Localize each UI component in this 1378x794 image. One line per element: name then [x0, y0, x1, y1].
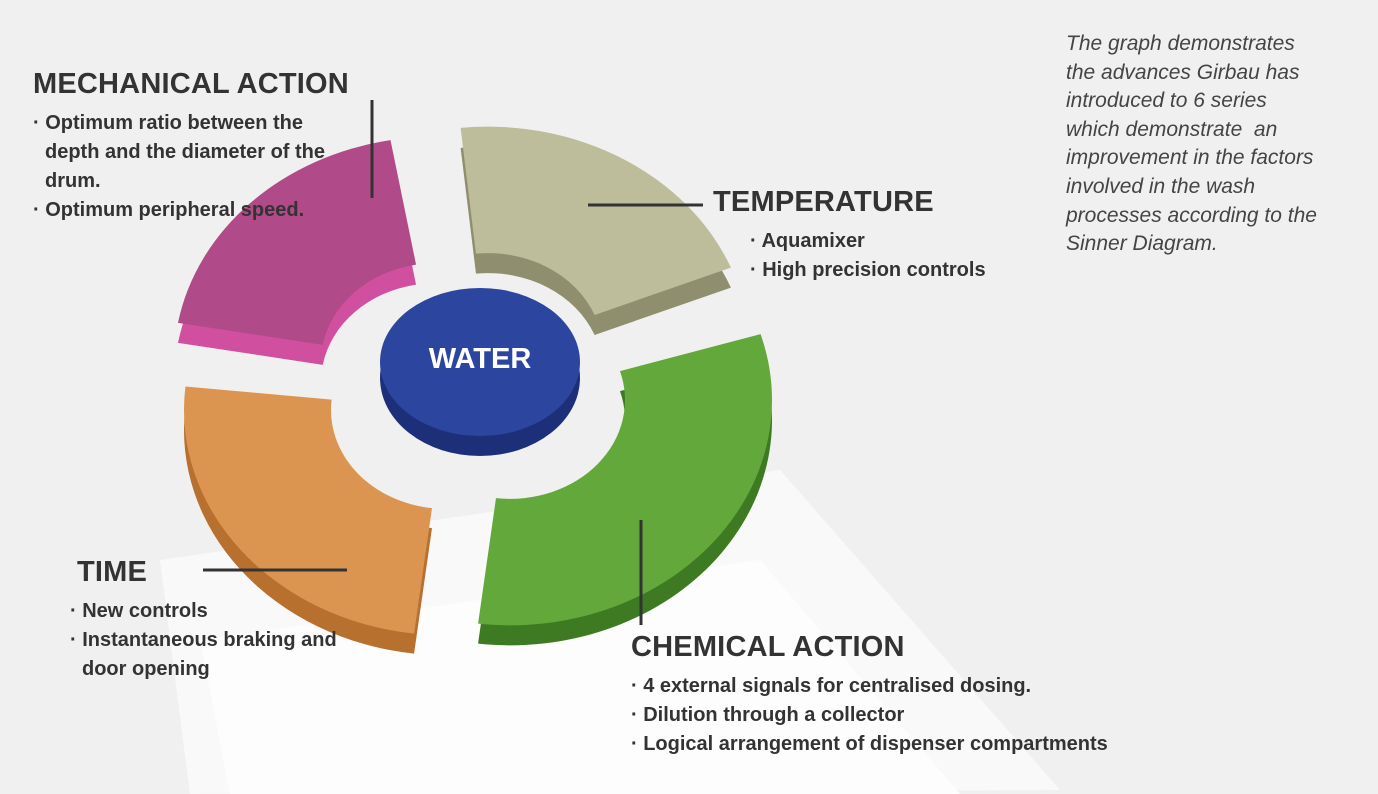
section-item: · Logical arrangement of dispenser compa…	[631, 730, 1231, 759]
note-line: introduced to 6 series	[1066, 87, 1317, 116]
section: CHEMICAL ACTION · 4 external signals for …	[631, 631, 1231, 759]
center-label: WATER	[380, 343, 580, 376]
section-title: MECHANICAL ACTION	[33, 68, 333, 101]
section-item: · Dilution through a collector	[631, 701, 1231, 730]
note-line: Sinner Diagram.	[1066, 230, 1317, 259]
page: WATER MECHANICAL ACTION · Optimum ratio b…	[0, 0, 1378, 794]
section-item: · High precision controls	[750, 256, 1043, 285]
section-title: TEMPERATURE	[713, 186, 1043, 219]
section-item: · Aquamixer	[750, 227, 1043, 256]
section: TEMPERATURE · Aquamixer· High precision c…	[713, 186, 1043, 285]
note-line: improvement in the factors	[1066, 144, 1317, 173]
section-item: · Instantaneous braking and door opening	[70, 626, 367, 684]
note-line: the advances Girbau has	[1066, 59, 1317, 88]
section: MECHANICAL ACTION · Optimum ratio between…	[33, 68, 333, 225]
section-title: CHEMICAL ACTION	[631, 631, 1231, 664]
section-item: · New controls	[70, 597, 367, 626]
section-item: · 4 external signals for centralised dos…	[631, 672, 1231, 701]
section-title: TIME	[77, 556, 367, 589]
section-item: · Optimum peripheral speed.	[33, 196, 333, 225]
note-line: which demonstrate an	[1066, 116, 1317, 145]
section: TIME· New controls· Instantaneous brakin…	[77, 556, 367, 684]
note-line: processes according to the	[1066, 202, 1317, 231]
note-line: The graph demonstrates	[1066, 30, 1317, 59]
section-item: · Optimum ratio between the depth and th…	[33, 109, 333, 196]
note-line: involved in the wash	[1066, 173, 1317, 202]
